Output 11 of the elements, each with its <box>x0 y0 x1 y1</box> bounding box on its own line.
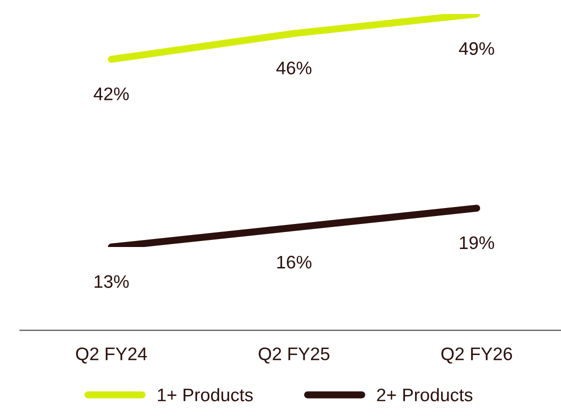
data-label: 46% <box>276 62 312 74</box>
data-label: 16% <box>277 256 312 269</box>
data-label: 49% <box>459 42 494 55</box>
data-label: 13% <box>94 275 129 288</box>
legend-label: 2+ Products <box>377 388 472 402</box>
data-label: 19% <box>460 236 494 250</box>
legend-label: 1+ Products <box>158 388 253 402</box>
data-label: 42% <box>94 87 129 100</box>
x-tick-label: Q2 FY25 <box>258 347 330 364</box>
x-tick-label: Q2 FY26 <box>441 347 512 364</box>
x-tick-label: Q2 FY24 <box>76 347 147 364</box>
